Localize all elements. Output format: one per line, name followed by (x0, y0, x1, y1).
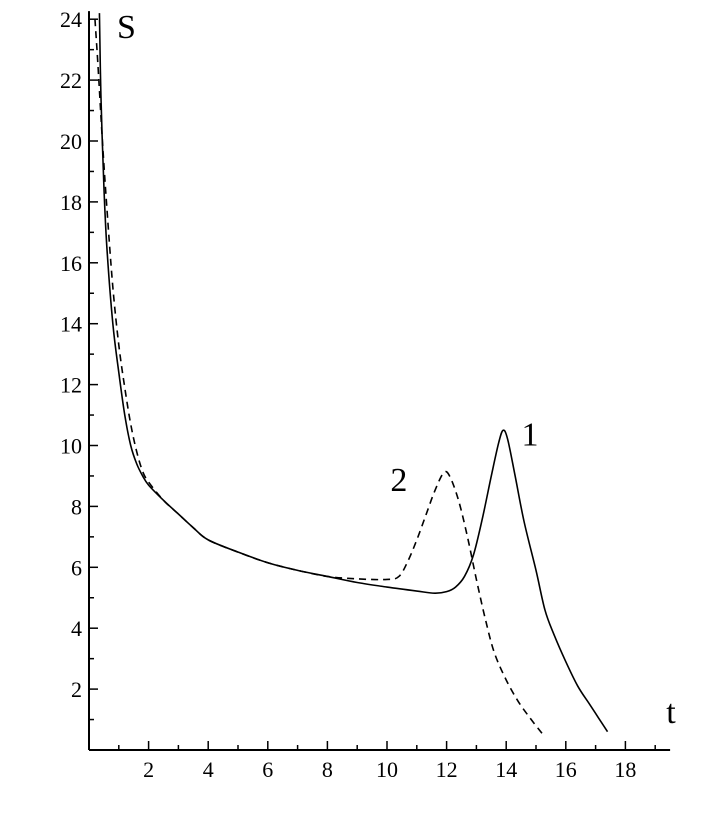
y-tick-label: 12 (60, 373, 82, 398)
series-label-2: 2 (390, 462, 407, 499)
x-tick-label: 18 (614, 757, 636, 782)
y-tick-label: 14 (60, 312, 82, 337)
x-axis-title: t (666, 694, 676, 731)
x-tick-label: 16 (555, 757, 577, 782)
labels: 12 (390, 417, 538, 500)
y-tick-label: 20 (60, 129, 82, 154)
x-tick-label: 2 (143, 757, 154, 782)
series-line-1 (98, 13, 609, 733)
x-tick-label: 12 (436, 757, 458, 782)
y-tick-label: 6 (71, 555, 82, 580)
y-axis-title: S (117, 9, 136, 46)
y-tick-label: 22 (60, 68, 82, 93)
x-tick-label: 4 (203, 757, 214, 782)
y-tick-label: 18 (60, 190, 82, 215)
y-tick-label: 4 (71, 616, 82, 641)
y-tick-label: 8 (71, 494, 82, 519)
y-tick-label: 16 (60, 251, 82, 276)
x-tick-label: 14 (495, 757, 517, 782)
series-line-2 (94, 19, 543, 734)
y-tick-label: 10 (60, 434, 82, 459)
y-tick-label: 24 (60, 7, 82, 32)
series-group (94, 13, 609, 734)
axes (88, 11, 671, 751)
x-tick-label: 6 (262, 757, 273, 782)
series-label-1: 1 (522, 417, 539, 454)
x-tick-label: 10 (376, 757, 398, 782)
x-tick-label: 8 (322, 757, 333, 782)
y-tick-label: 2 (71, 677, 82, 702)
